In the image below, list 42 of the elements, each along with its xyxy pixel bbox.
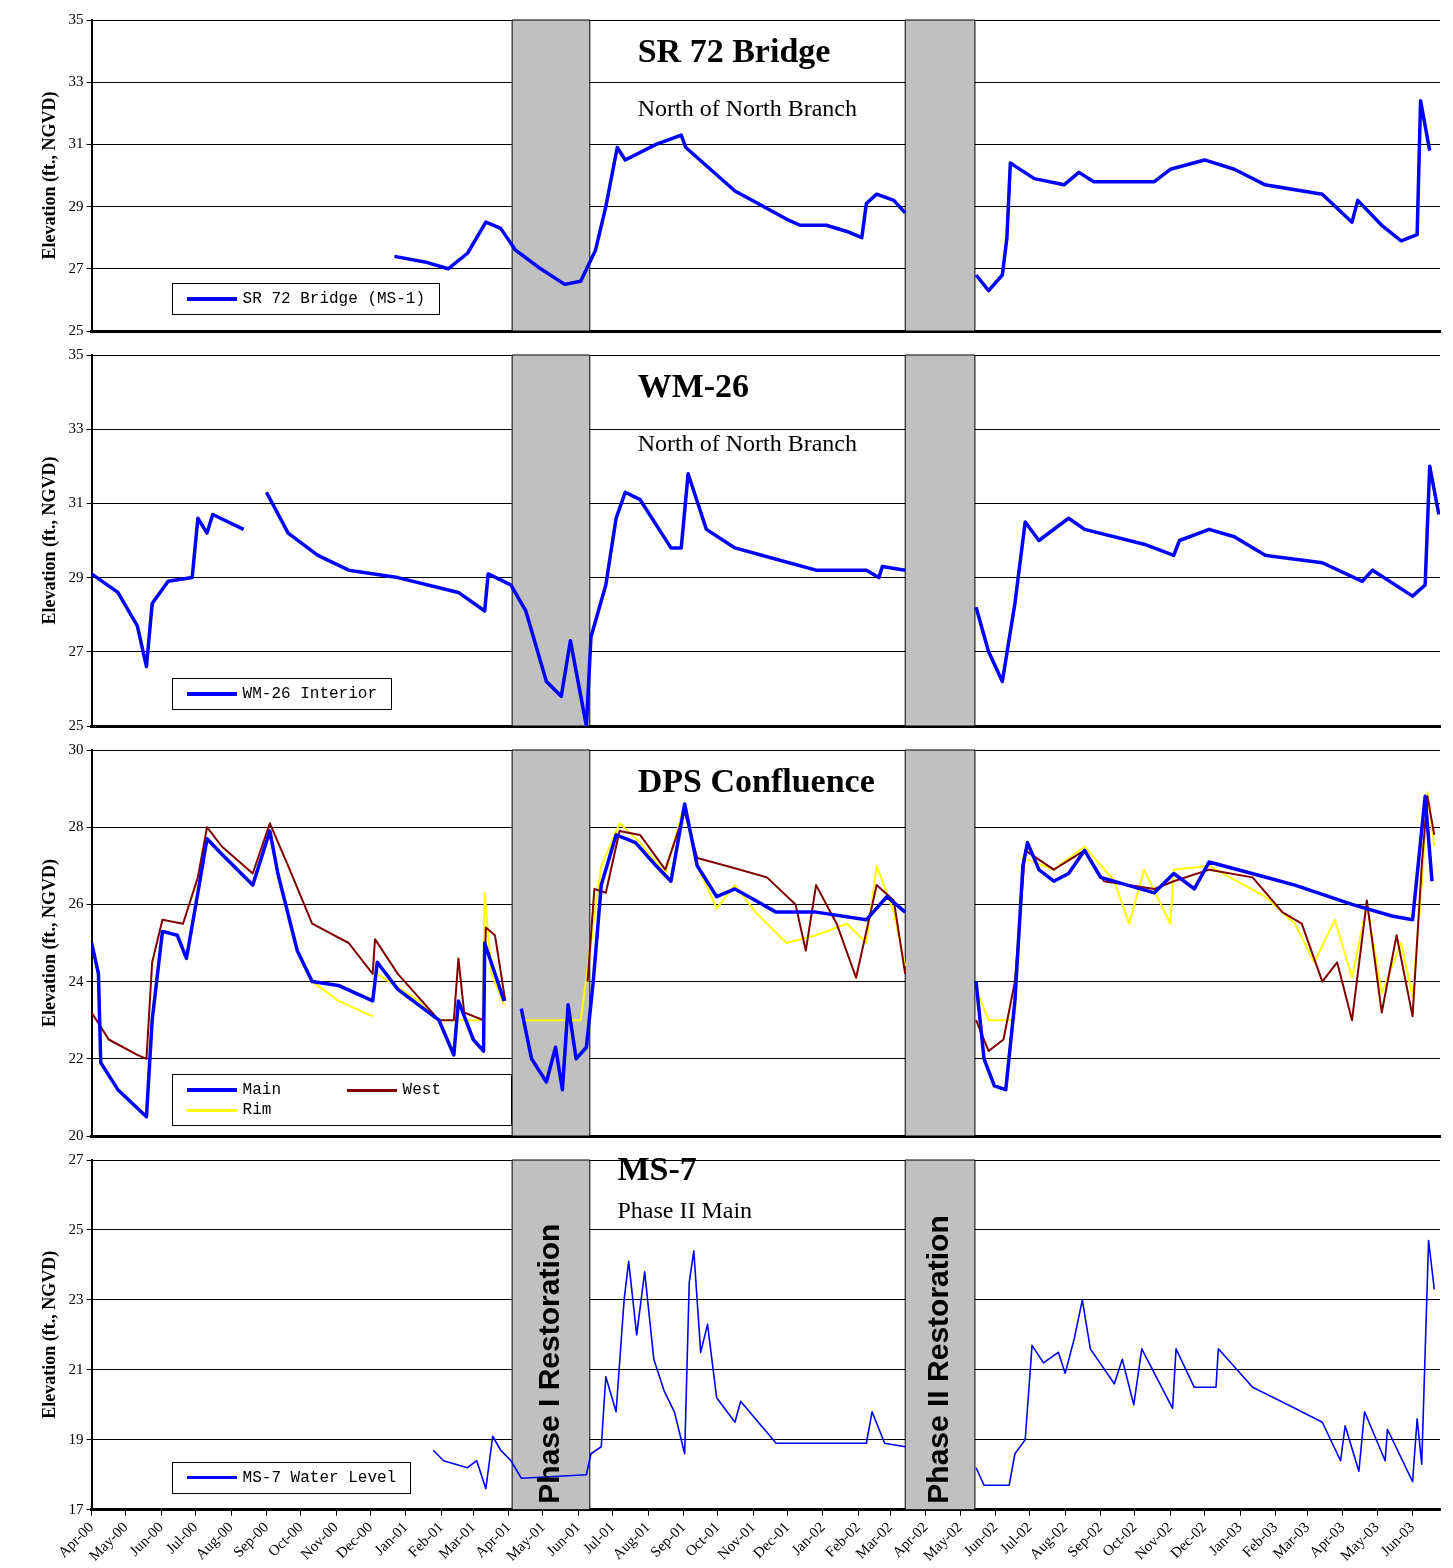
y-tick-label: 27 <box>68 1150 85 1167</box>
y-tick-label: 24 <box>68 972 85 989</box>
y-tick-label: 29 <box>68 197 84 214</box>
y-tick-label: 25 <box>68 321 84 338</box>
y-axis-title: Elevation (ft., NGVD) <box>39 1250 61 1419</box>
y-tick-label: 31 <box>68 135 84 152</box>
y-tick-label: 22 <box>68 1049 84 1066</box>
chart-title: DPS Confluence <box>637 762 875 799</box>
legend-label: Main <box>242 1081 281 1099</box>
y-tick-label: 27 <box>68 642 85 659</box>
y-tick-label: 26 <box>68 895 85 912</box>
y-axis-title: Elevation (ft., NGVD) <box>39 91 61 260</box>
text: North of North Branch <box>637 430 857 456</box>
y-tick-label: 25 <box>68 1220 84 1237</box>
y-tick-label: 29 <box>68 568 84 585</box>
chart-title: WM-26 <box>637 367 750 404</box>
legend-label: West <box>402 1081 441 1099</box>
y-axis-title: Elevation (ft., NGVD) <box>39 456 61 625</box>
y-tick-label: 35 <box>68 345 84 362</box>
y-tick-label: 31 <box>68 494 84 511</box>
y-tick-label: 28 <box>68 818 84 835</box>
y-tick-label: 19 <box>68 1430 84 1447</box>
y-tick-label: 27 <box>68 259 85 276</box>
band-label: Phase I Restoration <box>532 1223 566 1504</box>
legend-label: SR 72 Bridge (MS-1) <box>242 290 426 308</box>
band-label: Phase II Restoration <box>921 1215 955 1504</box>
text: North of North Branch <box>637 95 857 121</box>
y-tick-label: 30 <box>68 740 84 757</box>
legend-label: WM-26 Interior <box>242 685 378 703</box>
y-tick-label: 17 <box>68 1500 85 1517</box>
y-tick-label: 20 <box>68 1126 84 1143</box>
y-tick-label: 33 <box>68 420 84 437</box>
y-tick-label: 21 <box>68 1360 84 1377</box>
chart-title: SR 72 Bridge <box>637 32 831 69</box>
y-tick-label: 23 <box>68 1290 84 1307</box>
text: Phase II Main <box>617 1197 753 1223</box>
y-tick-label: 25 <box>68 716 84 733</box>
y-tick-label: 35 <box>68 10 84 27</box>
legend-label: Rim <box>242 1101 272 1119</box>
y-axis-title: Elevation (ft., NGVD) <box>39 859 61 1027</box>
y-tick-label: 33 <box>68 73 84 90</box>
legend-label: MS-7 Water Level <box>242 1468 397 1487</box>
